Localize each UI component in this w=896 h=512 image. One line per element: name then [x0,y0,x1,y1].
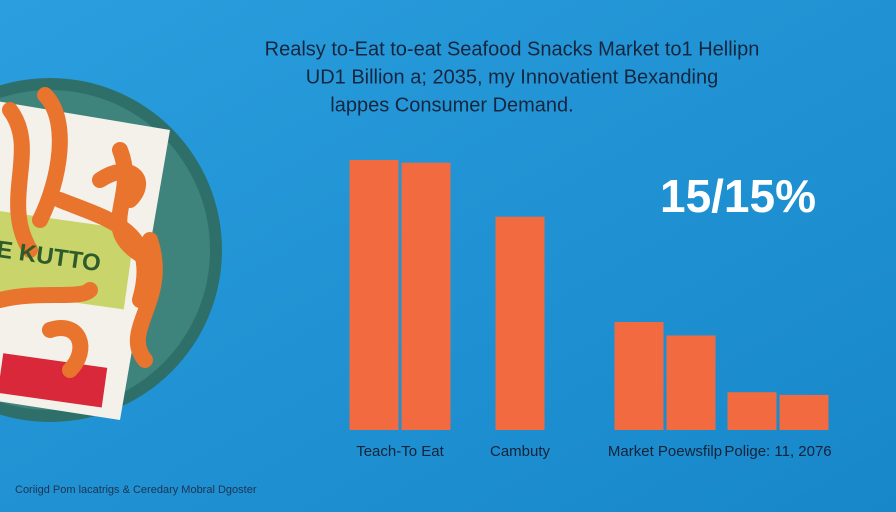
annotation: 15/15% [660,170,816,222]
bar [727,392,777,430]
bar [401,162,451,430]
bar [495,216,545,430]
chart-title: lappes Consumer Demand. [330,94,573,116]
bar [349,160,399,430]
x-tick-label: Polige: 11, 2076 [724,443,831,460]
caption: Coriigd Pom lacatrigs & Ceredary Mobral … [15,484,257,496]
chart-title: Realsy to-Eat to-eat Seafood Snacks Mark… [265,38,760,60]
x-tick-label: Teach-To Eat [356,443,444,460]
x-tick-label: Market Poewsfilp [608,443,722,460]
chart-title: UD1 Billion a; 2035, my Innovatient Bexa… [306,66,718,88]
bar [614,322,664,430]
bar [779,394,829,430]
bar [666,335,716,430]
x-tick-label: Cambuty [490,443,551,460]
snack-plate: E KUTTO [0,78,222,422]
